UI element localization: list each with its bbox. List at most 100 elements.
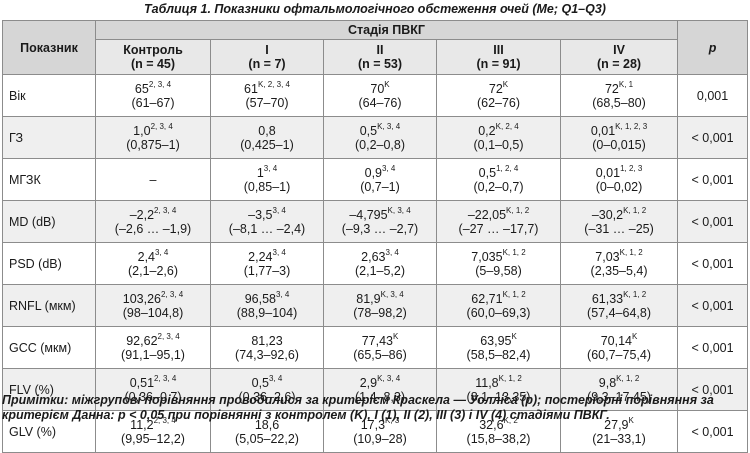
significance-marks: 3, 4 <box>275 289 290 299</box>
significance-marks: K, 1, 2, 3 <box>615 121 648 131</box>
quartile-range: (0,2–0,7) <box>473 179 524 194</box>
significance-marks: 2, 3, 4 <box>160 289 184 299</box>
p-value: < 0,001 <box>677 326 749 369</box>
p-value: < 0,001 <box>677 242 749 285</box>
value-cell: 63,95K (58,5–82,4) <box>436 326 561 369</box>
quartile-range: (0,1–0,5) <box>473 137 524 152</box>
quartile-range: (15,8–38,2) <box>466 431 531 446</box>
group-name: II <box>376 43 384 57</box>
significance-marks: K, 1, 2 <box>502 247 526 257</box>
value-cell: 13, 4 (0,85–1) <box>210 158 324 201</box>
significance-marks: K, 3, 4 <box>380 289 404 299</box>
header-group-2: II (n = 53) <box>323 39 437 75</box>
value-cell: 7,03K, 1, 2 (2,35–5,4) <box>559 242 679 285</box>
significance-marks: 1, 2, 4 <box>496 163 519 173</box>
table-row: PSD (dB) 2,43, 4 (2,1–2,6) 2,243, 4 (1,77–3)… <box>2 242 749 285</box>
significance-marks: K, 3, 4 <box>377 121 401 131</box>
table-row: MD (dB) –2,22, 3, 4 (–2,6 … –1,9) –3,53, 4 (… <box>2 200 749 243</box>
median-value: 9,8 <box>598 375 617 390</box>
value-cell: 81,23 (74,3–92,6) <box>210 326 324 369</box>
significance-marks: 2, 3, 4 <box>150 121 173 131</box>
quartile-range: (0,85–1) <box>243 179 291 194</box>
significance-marks: K, 1, 2 <box>623 289 647 299</box>
median-value: 0,5 <box>478 165 497 180</box>
median-value: 27,9 <box>604 417 629 432</box>
quartile-range: (2,1–2,6) <box>127 263 179 278</box>
group-n: (n = 91) <box>476 57 521 71</box>
significance-marks: 2, 3, 4 <box>157 331 180 341</box>
quartile-range: (–31 … –25) <box>584 221 654 236</box>
quartile-range: (2,1–5,2) <box>354 263 406 278</box>
ophthalmology-table: Показник Стадія ПВКГ p Контроль (n = 45) I… <box>2 20 749 453</box>
value-cell: 2,243, 4 (1,77–3) <box>210 242 324 285</box>
header-indicator: Показник <box>2 20 96 75</box>
table-row: МГЗК –13, 4 (0,85–1) 0,93, 4 (0,7–1) 0,51, 2,… <box>2 158 749 201</box>
quartile-range: (60,0–69,3) <box>466 305 531 320</box>
quartile-range: (0,7–1) <box>360 179 400 194</box>
quartile-range: (57–70) <box>245 95 289 110</box>
median-value: 2,4 <box>137 249 156 264</box>
value-cell: 652, 3, 4 (61–67) <box>95 74 211 117</box>
median-value: 63,95 <box>480 333 512 348</box>
significance-marks: K, 1 <box>618 79 634 89</box>
median-value: 61,33 <box>591 291 624 306</box>
header-group-3: III (n = 91) <box>436 39 561 75</box>
quartile-range: (98–104,8) <box>122 305 184 320</box>
group-n: (n = 28) <box>596 57 642 71</box>
quartile-range: (0,36–0,7) <box>124 389 182 404</box>
value-cell: 0,01K, 1, 2, 3 (0–0,015) <box>559 116 679 159</box>
value-cell: –30,2K, 1, 2 (–31 … –25) <box>559 200 679 243</box>
quartile-range: (64–76) <box>358 95 402 110</box>
value-cell: 70K (64–76) <box>323 74 437 117</box>
table-row: Вік 652, 3, 4 (61–67) 61K, 2, 3, 4 (57–70) 70… <box>2 74 749 117</box>
significance-marks: 3, 4 <box>272 205 286 215</box>
quartile-range: (68,5–80) <box>592 95 646 110</box>
group-name: IV <box>613 43 625 57</box>
p-value: < 0,001 <box>677 368 749 411</box>
median-value: 0,5 <box>359 123 378 138</box>
quartile-range: (0,36–2,6) <box>238 389 296 404</box>
significance-marks: K, 2 <box>503 415 518 425</box>
median-value: 0,5 <box>251 375 270 390</box>
quartile-range: (10,9–28) <box>353 431 407 446</box>
value-cell: 7,035K, 1, 2 (5–9,58) <box>436 242 561 285</box>
quartile-range: (58,5–82,4) <box>466 347 531 362</box>
median-value: 0,9 <box>364 165 383 180</box>
p-value: < 0,001 <box>677 158 749 201</box>
significance-marks: 3, 4 <box>382 163 396 173</box>
value-cell: 77,43K (65,5–86) <box>323 326 437 369</box>
significance-marks: 2, 3, 4 <box>148 79 172 89</box>
row-indicator: PSD (dB) <box>2 242 96 285</box>
value-cell: 2,633, 4 (2,1–5,2) <box>323 242 437 285</box>
quartile-range: (9,95–12,2) <box>121 431 185 446</box>
value-cell: 0,011, 2, 3 (0–0,02) <box>559 158 679 201</box>
value-cell: 11,8K, 1, 2 (8,1–13,35) <box>436 368 561 411</box>
row-indicator: MD (dB) <box>2 200 96 243</box>
median-value: 72 <box>604 81 619 96</box>
row-indicator: МГЗК <box>2 158 96 201</box>
significance-marks: K, 1, 2 <box>502 289 526 299</box>
median-value: –3,5 <box>248 207 273 222</box>
median-value: 7,03 <box>595 249 620 264</box>
value-cell: 0,8 (0,425–1) <box>210 116 324 159</box>
quartile-range: (21–33,1) <box>592 431 646 446</box>
value-cell: 2,43, 4 (2,1–2,6) <box>95 242 211 285</box>
median-value: 70,14 <box>600 333 632 348</box>
median-value: 0,8 <box>258 123 276 138</box>
value-cell: –22,05K, 1, 2 (–27 … –17,7) <box>436 200 561 243</box>
significance-marks: K <box>502 79 509 89</box>
significance-marks: K <box>511 331 517 341</box>
significance-marks: K, 2, 4 <box>495 121 519 131</box>
quartile-range: (65,5–86) <box>353 347 407 362</box>
significance-marks: K, 3, 4 <box>377 373 401 383</box>
median-value: –2,2 <box>129 207 155 222</box>
significance-marks: 1, 2, 3 <box>620 163 643 173</box>
quartile-range: (5–9,58) <box>475 263 522 278</box>
median-value: 2,63 <box>361 249 386 264</box>
header-group-0: Контроль (n = 45) <box>95 39 211 75</box>
p-value: < 0,001 <box>677 116 749 159</box>
table-row: GCC (мкм) 92,622, 3, 4 (91,1–95,1) 81,23 (74… <box>2 326 749 369</box>
value-cell: –3,53, 4 (–8,1 … –2,4) <box>210 200 324 243</box>
quartile-range: (57,4–64,8) <box>587 305 651 320</box>
median-value: 0,01 <box>595 165 621 180</box>
